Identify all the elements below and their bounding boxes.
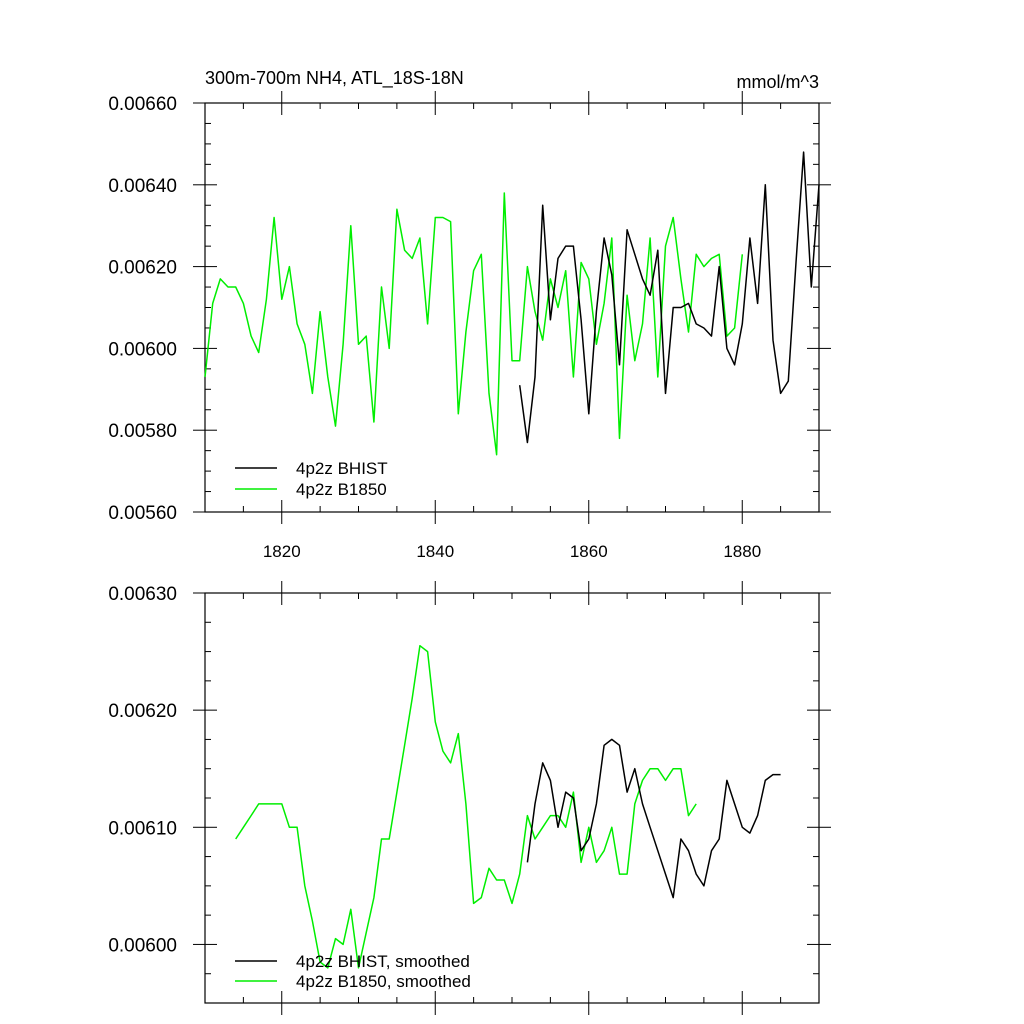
top-y-tick-label: 0.00660 <box>108 94 177 115</box>
bottom-legend-label-b1850: 4p2z B1850, smoothed <box>296 972 471 991</box>
bottom-plot-frame <box>204 592 820 1004</box>
top-legend-label-b1850: 4p2z B1850 <box>296 480 387 499</box>
top-legend-label-bhist: 4p2z BHIST <box>296 459 388 478</box>
top-y-tick-label: 0.00560 <box>108 503 177 524</box>
top-y-tick-label: 0.00580 <box>108 421 177 442</box>
bottom-y-tick-label: 0.00630 <box>108 584 177 605</box>
top-plot-frame <box>204 102 820 513</box>
bottom-panel: 0.00600 0.00610 0.00620 0.00630 4p2z BHIST,… <box>108 581 831 1015</box>
top-x-tick-label: 1820 <box>263 542 301 561</box>
bottom-y-tick-label: 0.00620 <box>108 701 177 722</box>
top-x-tick-label: 1860 <box>570 542 608 561</box>
bottom-y-tick-label: 0.00610 <box>108 818 177 839</box>
top-y-tick-label: 0.00600 <box>108 339 177 360</box>
top-series-line-4p2z-bhist <box>518 151 820 444</box>
top-y-tick-label: 0.00620 <box>108 258 177 279</box>
bottom-legend-label-bhist: 4p2z BHIST, smoothed <box>296 952 470 971</box>
bottom-series-line-4p2z-b1850-smoothed <box>235 644 697 969</box>
bottom-y-tick-label: 0.00600 <box>108 935 177 956</box>
top-y-tick-label: 0.00640 <box>108 176 177 197</box>
bottom-series-line-4p2z-bhist-smoothed <box>526 738 781 899</box>
top-legend: 4p2z BHIST 4p2z B1850 <box>235 459 388 499</box>
top-chart-title: 300m-700m NH4, ATL_18S-18N <box>205 68 464 89</box>
top-x-tick-label: 1840 <box>416 542 454 561</box>
top-x-tick-label: 1880 <box>723 542 761 561</box>
bottom-legend: 4p2z BHIST, smoothed 4p2z B1850, smoothe… <box>235 952 471 991</box>
top-chart-units: mmol/m^3 <box>737 72 819 92</box>
top-panel: 300m-700m NH4, ATL_18S-18N mmol/m^3 0.00… <box>108 68 831 561</box>
